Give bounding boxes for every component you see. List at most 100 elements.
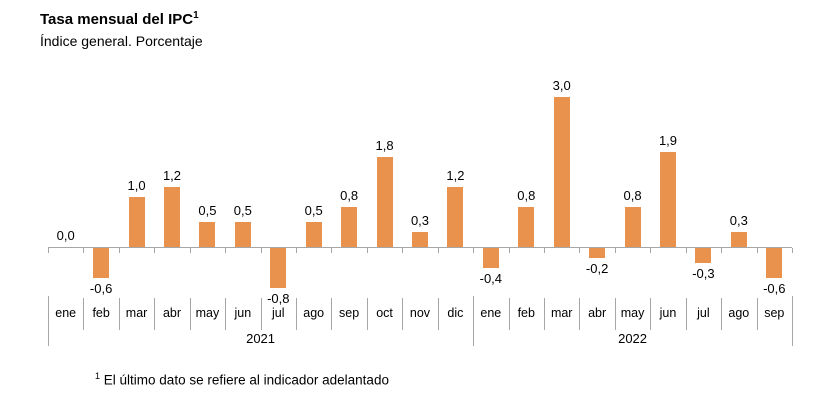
axis-tick: [614, 248, 616, 253]
month-separator: [189, 298, 191, 330]
value-label: 1,8: [375, 138, 394, 153]
footnote: 1 El último dato se refiere al indicador…: [95, 371, 389, 388]
bar-abr-2022: [589, 248, 606, 258]
value-label: 0,8: [340, 188, 359, 203]
month-label: ago: [303, 306, 325, 320]
bar-jun-2021: [234, 222, 251, 247]
month-separator: [721, 298, 723, 330]
bar-may-2022: [624, 207, 641, 247]
page-title: Tasa mensual del IPC1: [40, 10, 203, 28]
month-label: feb: [92, 306, 110, 320]
month-separator: [650, 298, 652, 330]
year-label-2021: 2021: [246, 331, 276, 346]
bar-ago-2021: [305, 222, 322, 247]
month-label: sep: [764, 306, 785, 320]
axis-tick: [118, 248, 120, 253]
month-separator: [402, 298, 404, 330]
bar-may-2021: [199, 222, 216, 247]
axis-tick: [48, 248, 49, 253]
axis-tick: [225, 248, 227, 253]
axis-tick: [154, 248, 156, 253]
value-label: 0,5: [233, 203, 252, 218]
month-separator: [614, 298, 616, 330]
page-title-text: Tasa mensual del IPC: [40, 11, 194, 28]
footnote-marker: 1: [95, 371, 101, 381]
month-label: jun: [659, 306, 677, 320]
month-label: jun: [234, 306, 252, 320]
month-separator: [118, 298, 120, 330]
bar-jun-2022: [660, 152, 676, 247]
month-separator: [685, 298, 687, 330]
value-label: 1,0: [127, 178, 146, 193]
month-label: may: [195, 306, 220, 320]
axis-tick: [189, 248, 191, 253]
month-separator: [260, 298, 262, 330]
month-label: nov: [409, 306, 431, 320]
month-label: jul: [697, 306, 710, 320]
bar-jul-2022: [695, 248, 712, 263]
bar-chart: 0,0 ene -0,6 feb 1,0 mar 1,2 abr 0,5 may 0,5 jun -0,…: [48, 75, 793, 355]
year-separator: [473, 296, 475, 346]
month-separator: [366, 298, 368, 330]
year-separator: [792, 296, 793, 346]
bar-sep-2021: [341, 207, 358, 247]
title-footnote-marker: 1: [193, 10, 199, 21]
year-label-2022: 2022: [618, 331, 648, 346]
value-label: 1,9: [658, 133, 678, 148]
axis-tick: [756, 248, 758, 253]
axis-tick: [579, 248, 581, 253]
value-label: -0,2: [585, 261, 609, 276]
axis-tick: [83, 248, 85, 253]
month-label: mar: [125, 306, 148, 320]
bar-ago-2022: [730, 232, 747, 247]
value-label: 1,2: [446, 168, 465, 183]
month-label: dic: [447, 306, 464, 320]
chart-header: Tasa mensual del IPC1 Índice general. Po…: [40, 10, 203, 49]
axis-tick: [331, 248, 333, 253]
month-separator: [83, 298, 85, 330]
footnote-text: El último dato se refiere al indicador a…: [103, 372, 389, 388]
month-label: jul: [272, 306, 285, 320]
bar-feb-2021: [93, 248, 110, 278]
year-separator: [48, 296, 49, 346]
axis-tick: [544, 248, 545, 253]
axis-tick: [685, 248, 687, 253]
bar-feb-2022: [518, 207, 535, 247]
month-label: may: [620, 306, 645, 320]
axis-tick: [792, 248, 793, 253]
month-separator: [756, 298, 758, 330]
axis-tick: [508, 248, 510, 253]
value-label: 1,2: [162, 168, 182, 183]
month-separator: [154, 298, 156, 330]
month-label: ene: [55, 306, 77, 320]
bar-jul-2021: [270, 248, 287, 288]
month-separator: [544, 298, 545, 330]
month-label: abr: [162, 306, 182, 320]
month-separator: [331, 298, 333, 330]
value-label: -0,3: [692, 266, 715, 281]
axis-tick: [366, 248, 368, 253]
month-label: ago: [728, 306, 750, 320]
value-label: 0,3: [729, 213, 748, 228]
value-label: 0,8: [517, 188, 536, 203]
month-separator: [296, 298, 297, 330]
value-label: 0,3: [410, 213, 430, 228]
bar-oct-2021: [376, 157, 393, 247]
axis-tick: [260, 248, 262, 253]
value-label: -0,4: [479, 271, 503, 286]
bar-ene-2022: [482, 248, 499, 268]
bar-nov-2021: [412, 232, 428, 247]
axis-tick: [296, 248, 297, 253]
month-label: ene: [480, 306, 502, 320]
month-separator: [579, 298, 581, 330]
value-label: 0,0: [56, 228, 75, 243]
value-label: -0,6: [763, 281, 786, 296]
page-subtitle: Índice general. Porcentaje: [40, 33, 203, 49]
month-label: mar: [550, 306, 573, 320]
axis-tick: [402, 248, 404, 253]
axis-tick: [721, 248, 723, 253]
axis-tick: [473, 248, 475, 253]
value-label: 0,8: [623, 188, 642, 203]
value-label: -0,8: [267, 291, 290, 306]
